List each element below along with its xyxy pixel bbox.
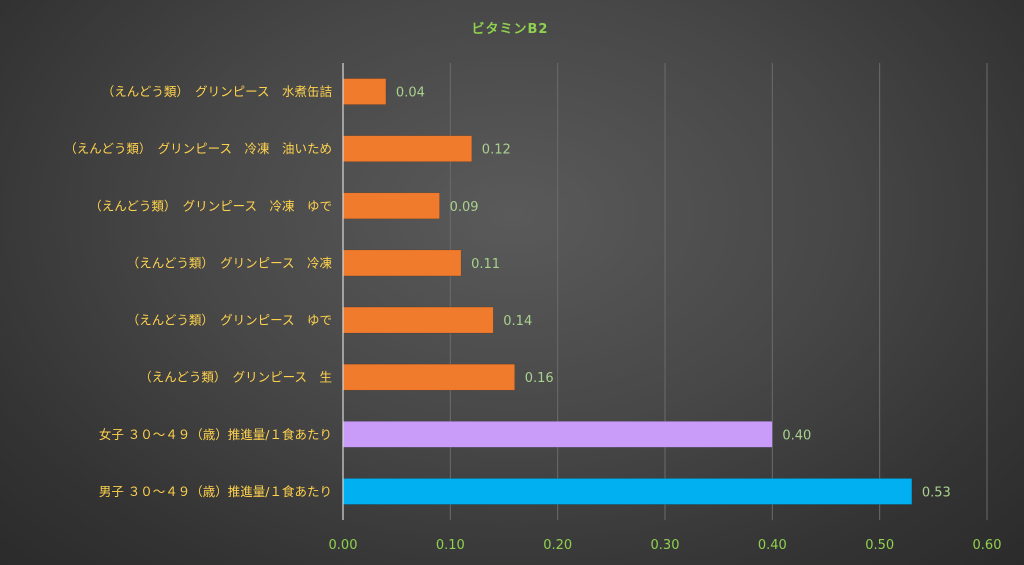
x-tick-label: 0.00 <box>329 538 358 553</box>
category-label: （えんどう類） グリンピース 冷凍 ゆで <box>89 198 332 213</box>
category-label: （えんどう類） グリンピース 生 <box>139 370 332 385</box>
bar <box>342 192 440 220</box>
category-label: （えんどう類） グリンピース 冷凍 油いため <box>64 141 332 156</box>
bar <box>342 306 494 334</box>
data-label: 0.16 <box>525 371 554 386</box>
category-label: 女子 ３０～４９（歳）推進量/１食あたり <box>99 427 332 442</box>
gridlines <box>449 63 988 520</box>
data-label: 0.04 <box>396 86 425 101</box>
bar <box>342 78 387 105</box>
data-label: 0.12 <box>482 143 511 158</box>
data-label: 0.09 <box>450 200 479 215</box>
value-labels: 0.04 0.12 0.09 0.11 0.14 0.16 0.40 0.53 <box>396 86 951 501</box>
data-label: 0.40 <box>782 428 811 443</box>
bar <box>342 421 773 448</box>
bar <box>342 135 473 162</box>
bars <box>342 78 913 505</box>
bar <box>342 363 515 391</box>
bar <box>342 478 913 505</box>
data-label: 0.53 <box>922 485 951 500</box>
data-label: 0.14 <box>503 314 532 329</box>
category-label: （えんどう類） グリンピース ゆで <box>127 313 332 328</box>
bar <box>342 249 462 277</box>
data-label: 0.11 <box>471 257 500 272</box>
category-label: （えんどう類） グリンピース 水煮缶詰 <box>102 84 332 99</box>
x-tick-label: 0.40 <box>758 538 787 553</box>
x-tick-label: 0.60 <box>973 538 1002 553</box>
x-tick-label: 0.30 <box>651 538 680 553</box>
x-axis-tick-labels: 0.00 0.10 0.20 0.30 0.40 0.50 0.60 <box>329 538 1002 553</box>
category-labels: （えんどう類） グリンピース 水煮缶詰 （えんどう類） グリンピース 冷凍 油いた… <box>64 84 332 499</box>
chart-title: ビタミンB2 <box>472 21 549 37</box>
x-tick-label: 0.50 <box>865 538 894 553</box>
x-tick-label: 0.10 <box>436 538 465 553</box>
category-label: （えんどう類） グリンピース 冷凍 <box>127 255 333 270</box>
x-tick-label: 0.20 <box>543 538 572 553</box>
category-label: 男子 ３０～４９（歳）推進量/１食あたり <box>99 484 332 499</box>
